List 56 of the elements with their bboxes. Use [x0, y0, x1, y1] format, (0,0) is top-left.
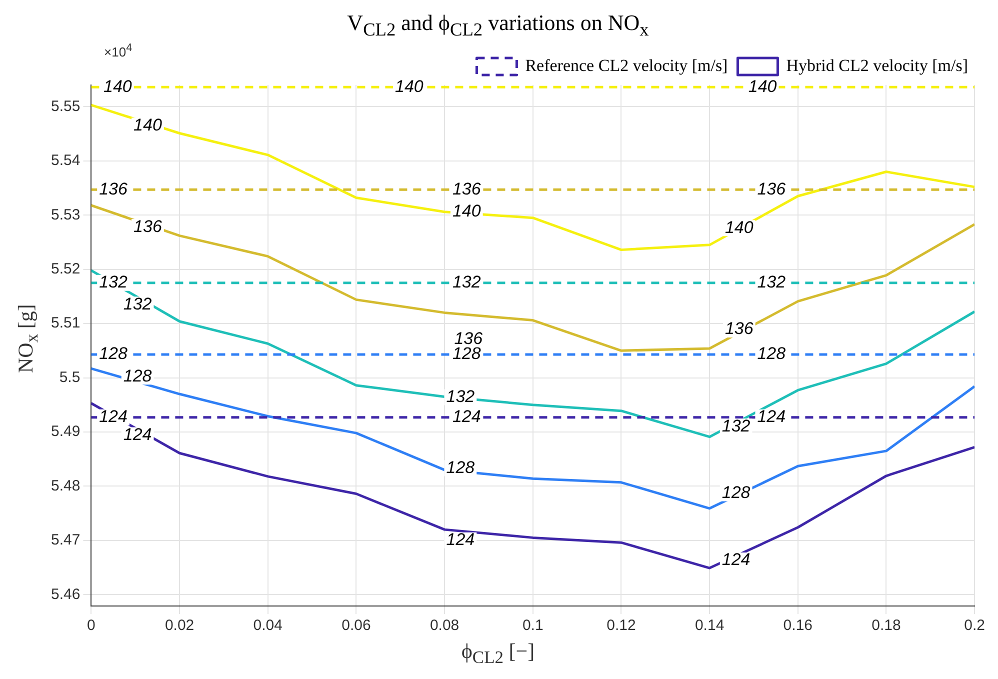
- annotation: 128: [446, 458, 476, 478]
- annotation: 140: [724, 218, 754, 237]
- annotation: 124: [99, 407, 128, 426]
- x-tick-label: 0.04: [253, 617, 282, 634]
- y-tick-label: 5.47: [50, 532, 80, 549]
- y-tick-label: 5.5: [59, 368, 80, 386]
- y-tick-label: 5.48: [50, 477, 80, 494]
- y-tick-label: 5.46: [50, 586, 80, 603]
- annotation: 128: [722, 482, 751, 502]
- x-tick-label: 0.18: [872, 617, 901, 634]
- x-tick-label: 0.2: [964, 617, 986, 634]
- annotation: 124: [446, 530, 475, 550]
- x-tick-label: 0.1: [522, 617, 544, 634]
- annotation: 140: [134, 115, 162, 134]
- x-tick-label: 0.08: [430, 617, 460, 634]
- annotation: 128: [123, 366, 152, 386]
- annotation: 132: [123, 294, 152, 314]
- annotation: 136: [452, 179, 482, 198]
- legend-label: Hybrid CL2 velocity [m/s]: [786, 56, 968, 75]
- y-tick-label: 5.54: [50, 152, 80, 170]
- x-tick-label: 0.06: [342, 617, 371, 634]
- y-tick-label: 5.52: [50, 260, 80, 278]
- x-tick-label: 0.14: [694, 617, 724, 634]
- x-tick-label: 0.16: [783, 617, 812, 634]
- y-tick-label: 5.51: [50, 314, 80, 332]
- x-tick-label: 0: [87, 617, 96, 634]
- legend-label: Reference CL2 velocity [m/s]: [525, 56, 728, 75]
- y-tick-label: 5.49: [50, 423, 80, 440]
- annotation: 128: [452, 344, 482, 364]
- chart-title: V$_{CL2}$ and ϕ$_{CL2}$ variations on NO$_{x}$: [346, 10, 650, 40]
- annotation: 140: [104, 76, 132, 96]
- annotation: 132: [722, 416, 751, 436]
- annotation: 136: [724, 319, 754, 338]
- annotation: 140: [452, 202, 482, 221]
- x-tick-label: 0.02: [164, 617, 194, 634]
- annotation: 132: [446, 387, 476, 406]
- annotation: 136: [99, 179, 128, 198]
- annotation: 140: [395, 76, 424, 96]
- x-tick-label: 0.12: [606, 617, 636, 634]
- annotation: 124: [757, 407, 786, 426]
- annotation: 124: [722, 550, 750, 570]
- annotation: 136: [134, 216, 162, 236]
- annotation: 128: [99, 344, 128, 364]
- x-axis-title: ϕ$_{CL2}$ [−]: [460, 638, 536, 668]
- y-tick-label: 5.55: [50, 98, 80, 115]
- annotation: 132: [452, 272, 482, 292]
- annotation: 132: [757, 272, 786, 292]
- text: ×10$^{4}$: [104, 42, 132, 60]
- y-tick-label: 5.53: [50, 206, 80, 224]
- annotation: 136: [454, 329, 484, 348]
- annotation: 124: [123, 424, 152, 444]
- annotation: 132: [99, 272, 128, 292]
- annotation: 128: [757, 344, 786, 364]
- annotation: 124: [452, 407, 481, 426]
- annotation: 140: [748, 76, 778, 96]
- annotation: 136: [757, 179, 786, 198]
